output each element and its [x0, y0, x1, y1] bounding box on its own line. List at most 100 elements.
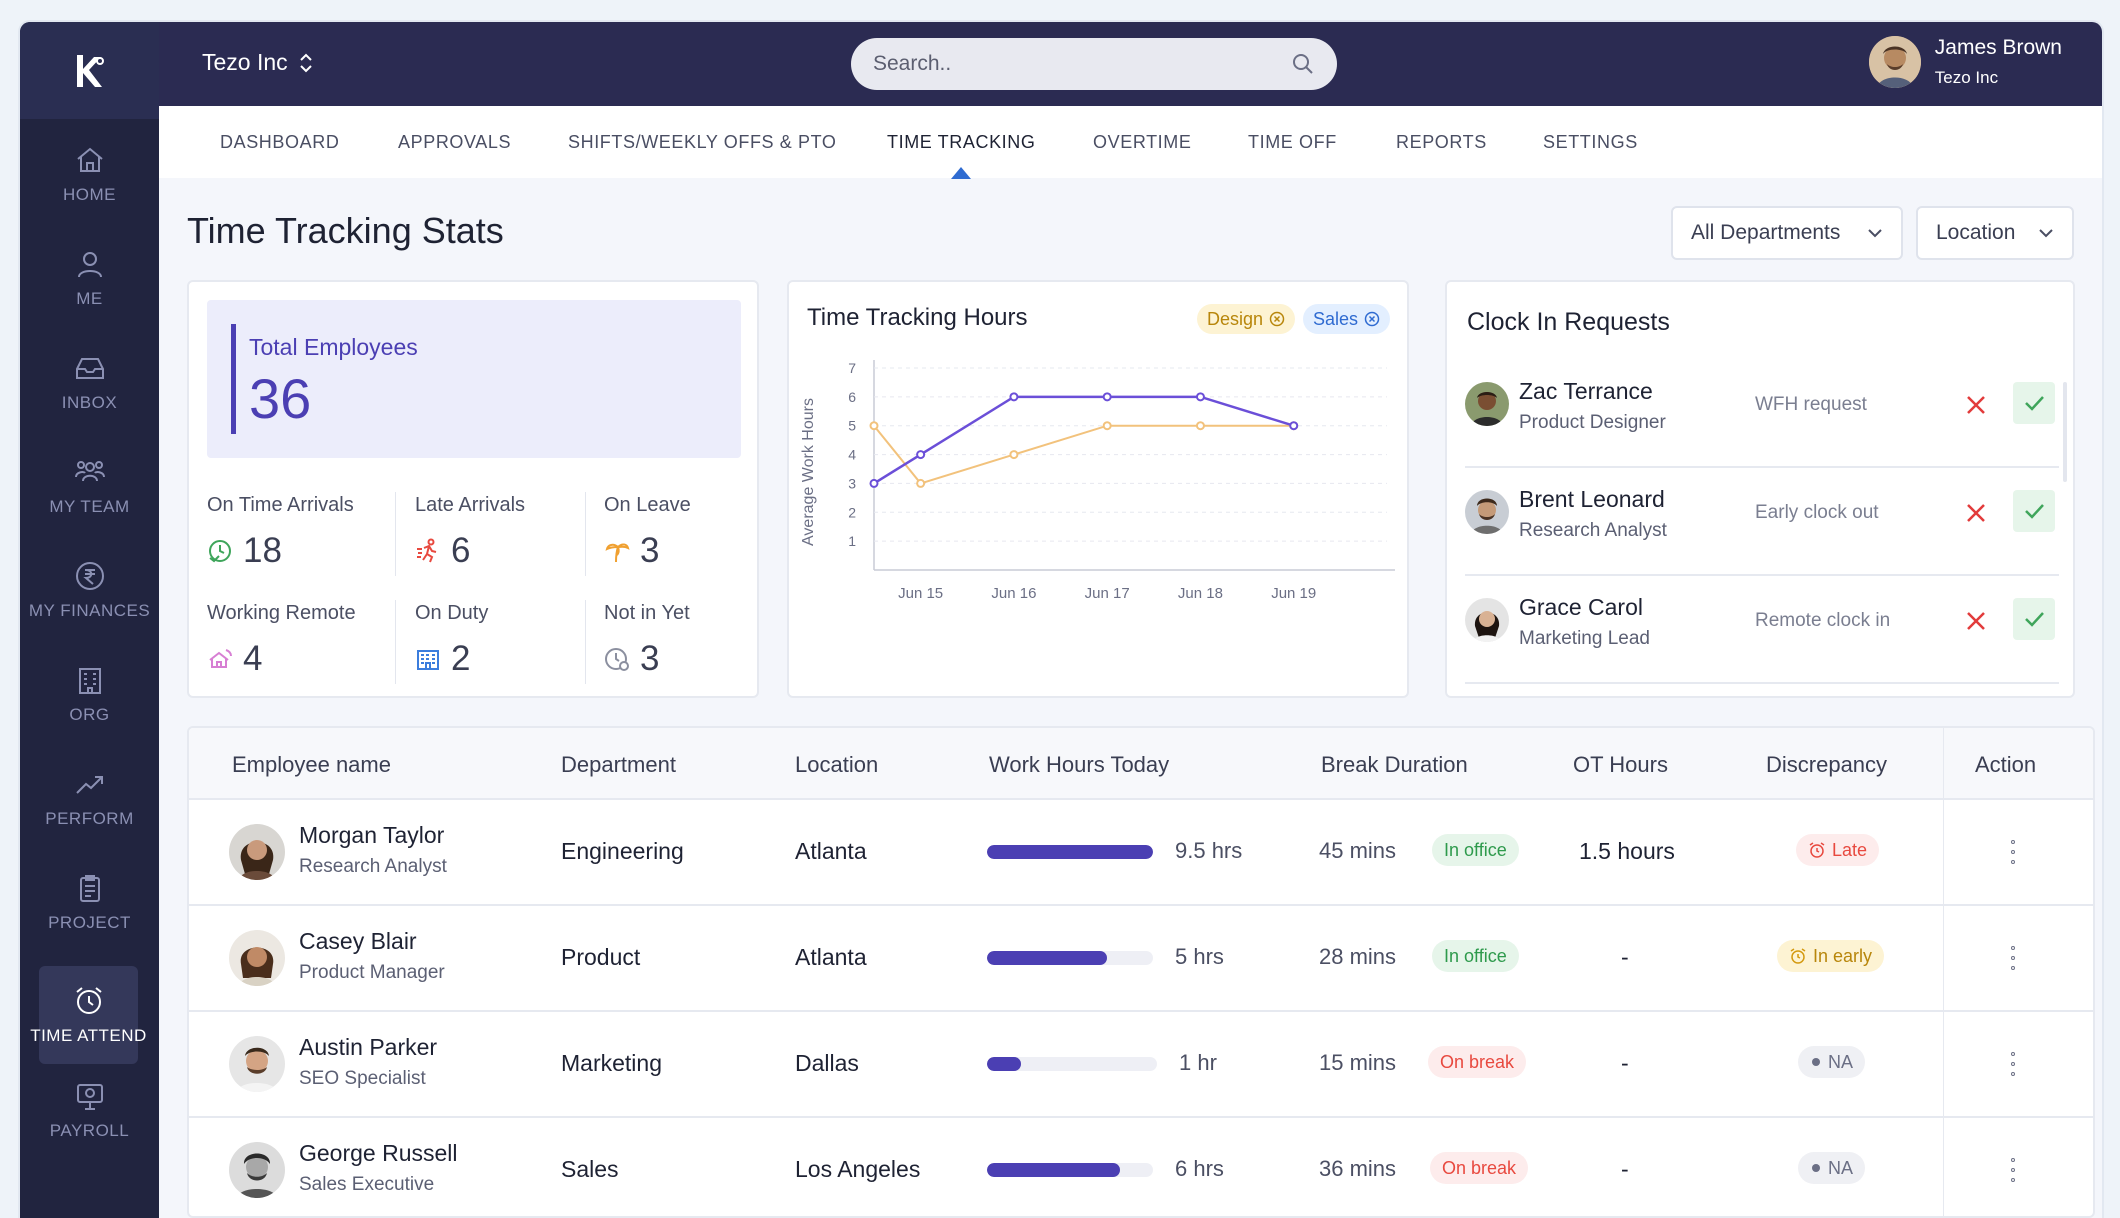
search-bar	[851, 38, 1337, 90]
sidebar-item-label: PAYROLL	[49, 1121, 130, 1140]
request-type: WFH request	[1755, 394, 1867, 415]
stat-label: On Leave	[604, 494, 691, 516]
chart-title: Time Tracking Hours	[807, 304, 1028, 331]
avatar	[1868, 36, 1921, 88]
sidebar-item-label: MY TEAM	[49, 497, 130, 516]
data-point-sales	[916, 450, 926, 460]
tab-settings[interactable]: SETTINGS	[1543, 132, 1638, 152]
y-tick-label: 4	[848, 447, 856, 463]
total-employees-label: Total Employees	[249, 334, 418, 360]
employee-name: George Russell	[299, 1140, 458, 1166]
row-actions-menu[interactable]	[2007, 946, 2019, 970]
approve-button[interactable]	[2013, 598, 2055, 640]
request-type: Remote clock in	[1755, 610, 1891, 631]
row-actions-menu[interactable]	[2007, 1158, 2019, 1182]
team-icon	[74, 461, 105, 482]
tab-time-tracking[interactable]: TIME TRACKING	[887, 132, 1036, 152]
company-switcher[interactable]: Tezo Inc	[202, 49, 314, 76]
design-filter-pill[interactable]: Design	[1197, 304, 1296, 334]
location-cell: Dallas	[795, 1050, 859, 1076]
table-row[interactable]: Austin Parker SEO Specialist Marketing D…	[189, 1012, 2093, 1118]
approve-button[interactable]	[2013, 490, 2055, 532]
request-item: Grace Carol Marketing Lead Remote clock …	[1465, 576, 2059, 684]
request-name: Brent Leonard	[1519, 486, 1665, 512]
table-row[interactable]: George Russell Sales Executive Sales Los…	[189, 1118, 2093, 1216]
inbox-icon	[75, 358, 104, 379]
departments-dropdown[interactable]: All Departments	[1671, 206, 1903, 260]
work-hours-value: 9.5 hrs	[1175, 838, 1243, 863]
reject-icon[interactable]	[1961, 390, 1991, 420]
sidebar-item-time-attend[interactable]: TIME ATTEND	[30, 966, 146, 1064]
sidebar-item-perform[interactable]: PERFORM	[20, 749, 159, 847]
status-badge: On break	[1428, 1046, 1527, 1078]
request-role: Product Designer	[1519, 412, 1666, 433]
discrepancy-badge: NA	[1798, 1046, 1866, 1078]
tab-reports[interactable]: REPORTS	[1396, 132, 1487, 152]
user-icon	[77, 252, 102, 278]
table-row[interactable]: Morgan Taylor Research Analyst Engineeri…	[189, 800, 2093, 906]
table-header: Employee name Department Location Work H…	[189, 728, 2093, 800]
tab-time-off[interactable]: TIME OFF	[1248, 132, 1337, 152]
scrollbar[interactable]	[2063, 382, 2067, 482]
sidebar-item-inbox[interactable]: INBOX	[20, 333, 159, 431]
x-tick-label: Jun 17	[1085, 585, 1130, 602]
search-input[interactable]	[873, 52, 1291, 76]
sidebar-item-label: TIME ATTEND	[30, 1026, 147, 1045]
stat-on-duty: On Duty 2	[415, 602, 488, 679]
sidebar-item-home[interactable]: HOME	[20, 125, 159, 223]
stat-value: 3	[640, 639, 660, 678]
request-type: Early clock out	[1755, 502, 1879, 523]
tab-overtime[interactable]: OVERTIME	[1093, 132, 1192, 152]
data-point-sales	[1289, 421, 1299, 431]
work-hours-value: 5 hrs	[1175, 944, 1224, 969]
user-menu[interactable]: James Brown Tezo Inc	[1868, 36, 2062, 88]
row-actions-menu[interactable]	[2007, 1052, 2019, 1076]
tab-dashboard[interactable]: DASHBOARD	[220, 132, 340, 152]
user-org: Tezo Inc	[1934, 68, 1999, 87]
sidebar-item-org[interactable]: ORG	[20, 645, 159, 743]
close-circle-icon	[1364, 311, 1380, 327]
sidebar-item-my-team[interactable]: MY TEAM	[20, 437, 159, 535]
discrepancy-label: In early	[1813, 945, 1873, 966]
row-actions-menu[interactable]	[2007, 840, 2019, 864]
employee-name: Austin Parker	[299, 1034, 438, 1060]
running-icon	[417, 538, 437, 563]
sidebar-item-project[interactable]: PROJECT	[20, 853, 159, 951]
stat-late-arrivals: Late Arrivals 6	[415, 494, 525, 571]
table-row[interactable]: Casey Blair Product Manager Product Atla…	[189, 906, 2093, 1012]
tab-approvals[interactable]: APPROVALS	[398, 132, 512, 152]
sidebar-item-my-finances[interactable]: MY FINANCES	[20, 541, 159, 639]
stat-value: 2	[451, 639, 471, 678]
employee-role: Research Analyst	[299, 856, 447, 877]
location-dropdown[interactable]: Location	[1916, 206, 2074, 260]
search-icon[interactable]	[1291, 52, 1315, 76]
approve-button[interactable]	[2013, 382, 2055, 424]
check-icon	[2025, 612, 2044, 627]
chevron-down-icon	[1868, 229, 1882, 238]
data-point-sales	[1009, 392, 1019, 402]
clipboard-icon	[79, 875, 100, 902]
sidebar: HOME ME INBOX MY TEAM MY FINANCES ORG PE…	[20, 22, 159, 1218]
discrepancy-badge: In early	[1777, 940, 1885, 972]
sidebar-item-payroll[interactable]: PAYROLL	[20, 1061, 159, 1159]
stat-value: 4	[243, 639, 263, 678]
page-title: Time Tracking Stats	[187, 210, 504, 251]
dot-icon	[1812, 1058, 1820, 1066]
ot-hours: -	[1621, 1156, 1629, 1182]
logo[interactable]	[20, 22, 159, 119]
stat-label: Not in Yet	[604, 602, 690, 624]
status-badge: In office	[1432, 940, 1519, 972]
sidebar-item-me[interactable]: ME	[20, 229, 159, 327]
series-line-sales	[873, 395, 1295, 485]
reject-icon[interactable]	[1961, 606, 1991, 636]
work-hours-value: 6 hrs	[1175, 1156, 1224, 1181]
logo-icon	[76, 54, 104, 87]
sales-filter-pill[interactable]: Sales	[1303, 304, 1391, 334]
accent-bar	[231, 324, 236, 434]
reject-icon[interactable]	[1961, 498, 1991, 528]
column-header: Department	[561, 752, 676, 777]
tab-shifts[interactable]: SHIFTS/WEEKLY OFFS & PTO	[568, 132, 837, 152]
stat-label: On Duty	[415, 602, 489, 624]
location-dropdown-value: Location	[1936, 221, 2016, 244]
avatar	[229, 1036, 285, 1092]
